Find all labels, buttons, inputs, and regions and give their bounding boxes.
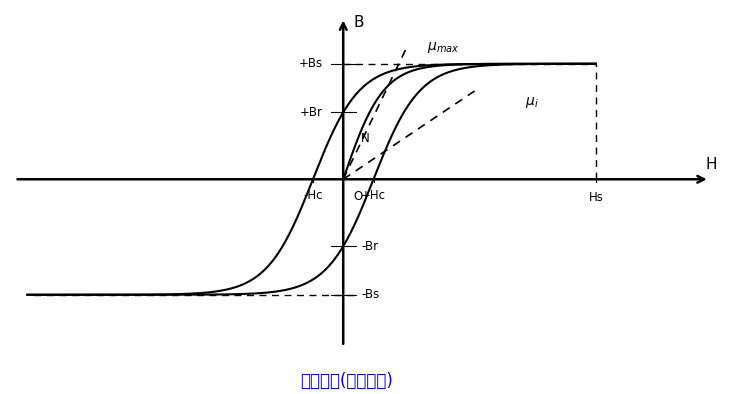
Text: -Bs: -Bs xyxy=(361,288,379,301)
Text: Hs: Hs xyxy=(588,191,604,204)
Text: $\mu_{max}$: $\mu_{max}$ xyxy=(427,39,459,54)
Text: H: H xyxy=(706,157,717,172)
Text: N: N xyxy=(361,132,370,145)
Text: -Hc: -Hc xyxy=(303,188,323,201)
Text: O: O xyxy=(353,190,363,203)
Text: $\mu_{i}$: $\mu_{i}$ xyxy=(525,95,539,110)
Text: 磁化曲线(磁滞回线): 磁化曲线(磁滞回线) xyxy=(300,372,393,390)
Text: -Br: -Br xyxy=(361,240,378,253)
Text: +Bs: +Bs xyxy=(299,57,323,70)
Text: +Hc: +Hc xyxy=(361,188,386,201)
Text: B: B xyxy=(353,15,364,30)
Text: +Br: +Br xyxy=(300,106,323,119)
